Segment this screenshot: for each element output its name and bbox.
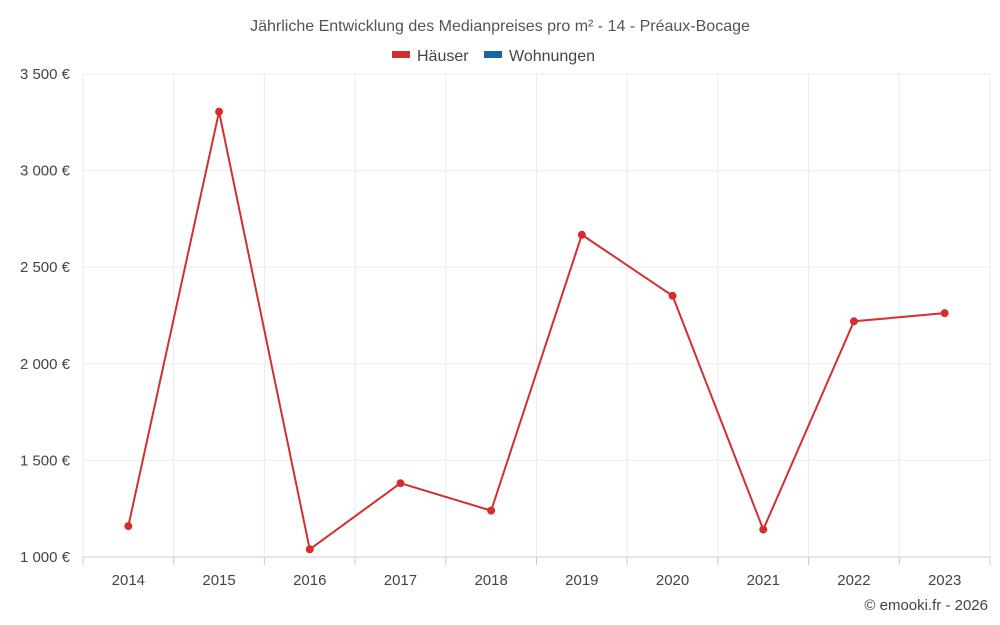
legend-swatch-wohnungen [484, 51, 502, 58]
y-tick-label: 2 000 € [20, 356, 71, 373]
legend: Häuser Wohnungen [392, 48, 595, 65]
y-axis: 1 000 € 1 500 € 2 000 € 2 500 € 3 000 € 3 500… [20, 66, 71, 566]
y-tick-label: 3 000 € [20, 163, 71, 180]
data-point-2018[interactable] [487, 506, 496, 515]
x-tick-label: 2016 [293, 572, 326, 589]
x-tick-label: 2023 [928, 572, 961, 589]
legend-label-haeuser[interactable]: Häuser [417, 48, 469, 65]
legend-swatch-haeuser [392, 51, 410, 58]
grid [82, 73, 991, 558]
x-tick-label: 2014 [112, 572, 145, 589]
data-point-2019[interactable] [577, 230, 586, 239]
legend-label-wohnungen[interactable]: Wohnungen [509, 48, 595, 65]
x-tick-label: 2018 [474, 572, 507, 589]
x-tick-label: 2021 [747, 572, 780, 589]
y-tick-label: 2 500 € [20, 259, 71, 276]
y-tick-label: 1 500 € [20, 452, 71, 469]
credit-text: © emooki.fr - 2026 [864, 597, 988, 614]
x-tick-label: 2019 [565, 572, 598, 589]
x-tick-label: 2022 [837, 572, 870, 589]
data-point-2023[interactable] [940, 309, 949, 318]
data-point-2014[interactable] [124, 522, 133, 531]
series-haeuser [124, 107, 949, 554]
data-point-2016[interactable] [305, 545, 314, 554]
y-tick-label: 1 000 € [20, 549, 71, 566]
series-line-haeuser [127, 110, 945, 551]
data-point-2020[interactable] [668, 291, 677, 300]
y-tick-label: 3 500 € [20, 66, 71, 83]
data-point-2022[interactable] [849, 317, 858, 326]
x-axis: 2014 2015 2016 2017 2018 2019 2020 2021 2022 2023 [82, 557, 991, 589]
x-tick-label: 2017 [384, 572, 417, 589]
data-point-2021[interactable] [759, 525, 768, 534]
chart-title: Jährliche Entwicklung des Medianpreises … [250, 18, 750, 35]
data-point-2017[interactable] [396, 479, 405, 488]
x-tick-label: 2020 [656, 572, 689, 589]
data-point-2015[interactable] [215, 107, 224, 116]
x-tick-label: 2015 [202, 572, 235, 589]
